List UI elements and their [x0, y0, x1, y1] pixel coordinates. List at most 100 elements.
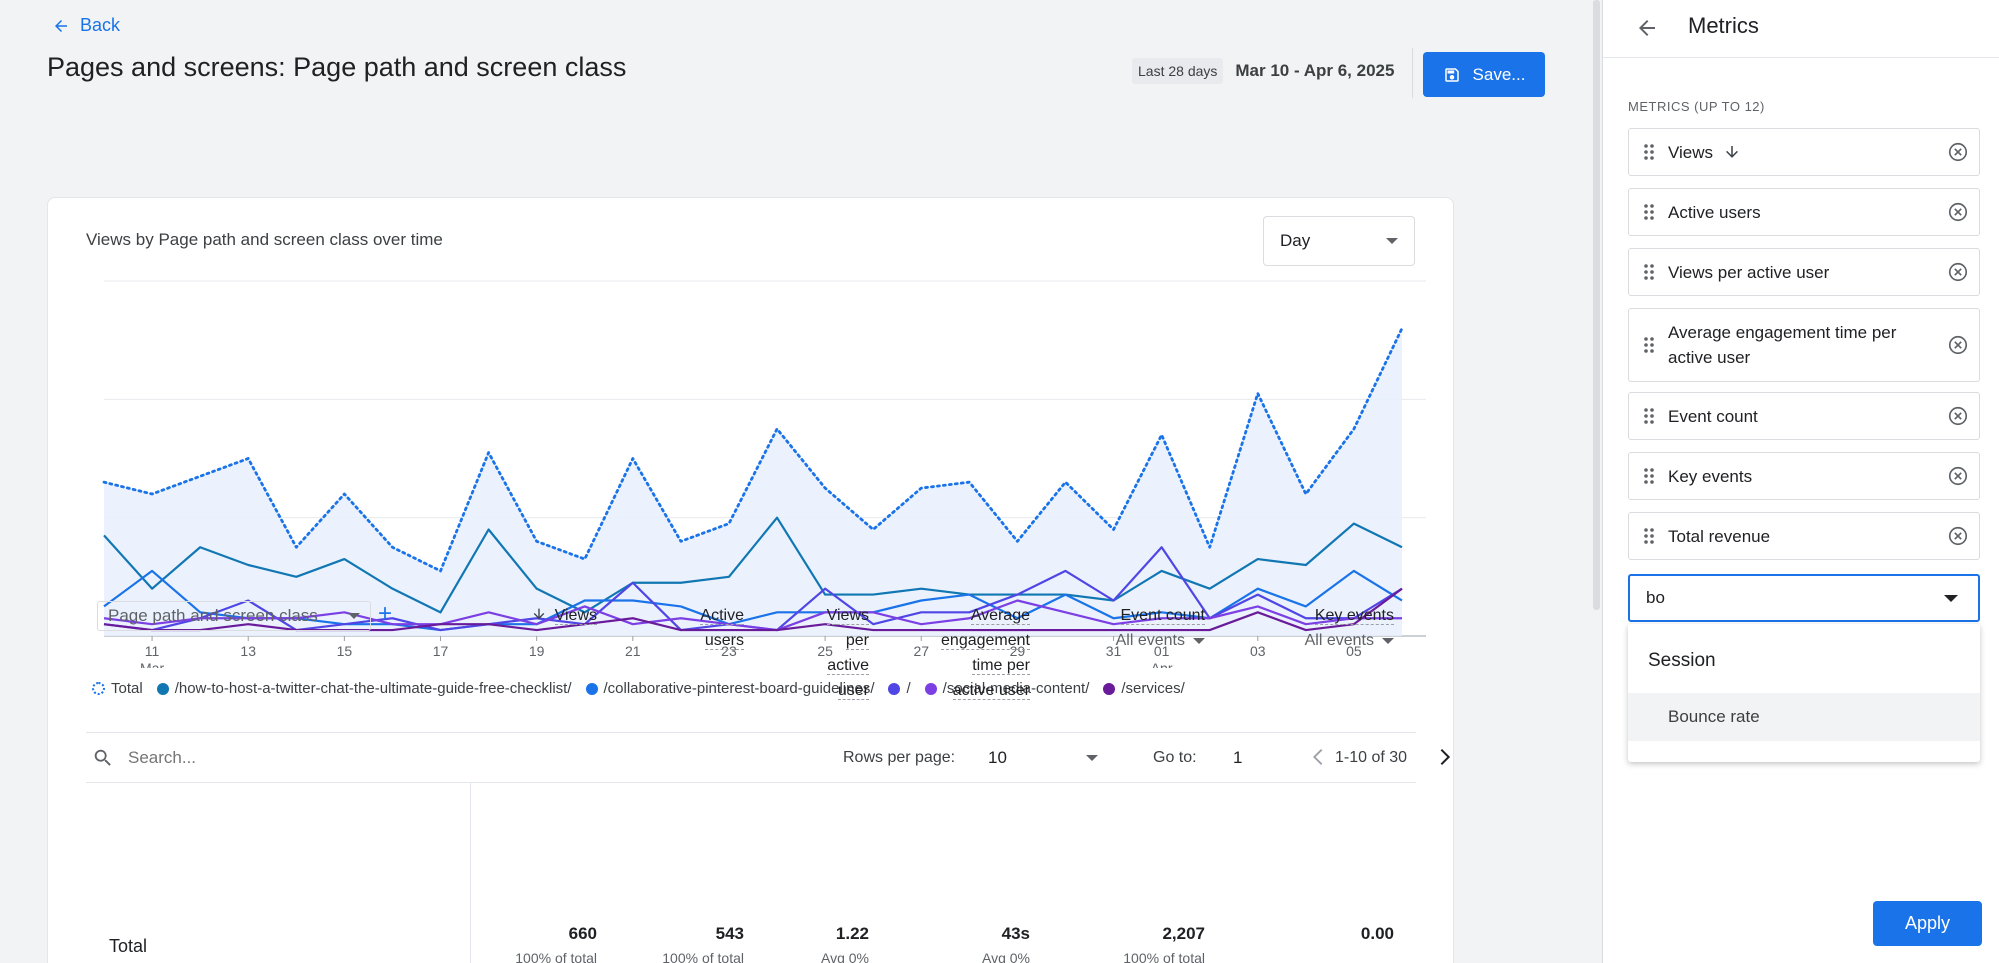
x-tick-label: 29 — [1010, 643, 1026, 659]
legend-item[interactable]: /collaborative-pinterest-board-guideline… — [585, 680, 874, 697]
remove-circle-icon[interactable] — [1947, 525, 1969, 547]
column-header-label: user — [837, 682, 869, 700]
total-row-label: Total — [109, 936, 148, 956]
series-area-total — [104, 328, 1402, 636]
page-title: Pages and screens: Page path and screen … — [47, 52, 627, 82]
column-header-event_count[interactable]: Event count All events — [1116, 603, 1205, 653]
metric-chip[interactable]: Event count — [1628, 392, 1980, 440]
drag-handle-icon[interactable] — [1643, 263, 1655, 281]
next-page-icon[interactable] — [1434, 746, 1456, 768]
remove-circle-icon[interactable] — [1947, 405, 1969, 427]
column-header-label: per — [845, 632, 869, 650]
series-line-4[interactable] — [103, 599, 1402, 632]
column-header-views_per_user[interactable]: Views per active user — [826, 603, 869, 703]
total-subvalue: 100% of total — [662, 950, 744, 963]
column-header-avg_engagement[interactable]: Average engagement time per active user — [941, 603, 1030, 703]
legend-item[interactable]: Total — [92, 680, 143, 697]
total-subvalue: Avg 0% — [821, 950, 869, 963]
legend-item[interactable]: /social-media-content/ — [924, 680, 1089, 697]
apply-button[interactable]: Apply — [1873, 901, 1982, 946]
dimension-select[interactable]: Page path and screen class — [97, 601, 371, 631]
dimension-value: Page path and screen class — [108, 606, 318, 625]
report-area: Back Pages and screens: Page path and sc… — [47, 0, 1600, 963]
drag-handle-icon[interactable] — [1643, 467, 1655, 485]
legend-swatch — [585, 682, 598, 695]
x-tick-label: 21 — [625, 643, 641, 659]
metric-label: Active users — [1668, 202, 1761, 222]
x-tick-sublabel: Apr — [1151, 660, 1173, 668]
column-header-label: Views — [826, 607, 869, 625]
date-range-picker[interactable]: Last 28 days Mar 10 - Apr 6, 2025 — [1132, 58, 1394, 84]
metric-chip[interactable]: Views per active user — [1628, 248, 1980, 296]
total-value: 0.00 — [1360, 924, 1394, 943]
column-header-key_events[interactable]: Key events All events — [1305, 603, 1394, 653]
series-line-2[interactable] — [103, 569, 1403, 632]
metric-chip[interactable]: Total revenue — [1628, 512, 1980, 560]
chevron-down-icon — [1193, 637, 1205, 644]
legend-item[interactable]: /how-to-host-a-twitter-chat-the-ultimate… — [156, 680, 572, 697]
metric-label: Views per active user — [1668, 262, 1830, 282]
x-tick-sublabel: Mar — [140, 660, 164, 668]
event-filter-select[interactable]: All events — [1116, 628, 1205, 653]
column-header-label: time per — [972, 657, 1030, 675]
column-header-label: Average — [970, 607, 1030, 625]
arrow-left-icon — [55, 19, 67, 32]
arrow-left-icon[interactable] — [1635, 16, 1659, 40]
legend-item[interactable]: / — [888, 680, 911, 697]
total-value: 543 — [715, 924, 744, 943]
chevron-down-icon[interactable] — [1086, 755, 1098, 761]
granularity-select[interactable]: Day — [1263, 216, 1415, 266]
metric-chip[interactable]: Average engagement time per active user — [1628, 308, 1980, 382]
back-link[interactable]: Back — [52, 15, 120, 36]
metric-label: Key events — [1668, 466, 1753, 486]
remove-circle-icon[interactable] — [1947, 465, 1969, 487]
series-line-0[interactable] — [102, 326, 1404, 573]
remove-circle-icon[interactable] — [1947, 141, 1969, 163]
prev-page-icon[interactable] — [1307, 746, 1329, 768]
go-to-input[interactable]: 1 — [1233, 748, 1243, 767]
legend-item[interactable]: /services/ — [1103, 680, 1185, 697]
metric-label: Average engagement time per active user — [1668, 323, 1897, 367]
remove-circle-icon[interactable] — [1947, 334, 1969, 356]
metric-chip[interactable]: Active users — [1628, 188, 1980, 236]
metric-chip[interactable]: Key events — [1628, 452, 1980, 500]
drag-handle-icon[interactable] — [1643, 203, 1655, 221]
chevron-down-icon[interactable] — [1944, 595, 1958, 602]
total-value: 660 — [568, 924, 597, 943]
divider — [86, 782, 1416, 783]
metric-search-combobox[interactable] — [1628, 574, 1980, 622]
column-header-active_users[interactable]: Active users — [700, 603, 744, 653]
total-subvalue: 100% of total — [515, 950, 597, 963]
drag-handle-icon[interactable] — [1643, 527, 1655, 545]
series-line-1[interactable] — [103, 516, 1403, 614]
remove-circle-icon[interactable] — [1947, 201, 1969, 223]
event-filter-select[interactable]: All events — [1305, 628, 1394, 653]
column-header-views[interactable]: Views — [531, 603, 597, 628]
metric-chip[interactable]: Views — [1628, 128, 1980, 176]
table-search-input[interactable] — [128, 748, 728, 768]
remove-circle-icon[interactable] — [1947, 261, 1969, 283]
drag-handle-icon[interactable] — [1643, 336, 1655, 354]
dropdown-group-label: Session — [1648, 650, 1716, 671]
date-chip: Last 28 days — [1132, 58, 1224, 84]
search-icon — [94, 749, 111, 766]
x-tick-label: 11 — [145, 643, 160, 659]
divider — [86, 732, 1416, 733]
legend-swatch — [1103, 682, 1116, 695]
add-dimension-button[interactable]: + — [378, 600, 393, 627]
drag-handle-icon[interactable] — [1643, 407, 1655, 425]
chevron-down-icon — [1386, 238, 1398, 244]
x-tick-label: 01 — [1154, 643, 1170, 659]
save-button[interactable]: Save... — [1423, 52, 1545, 97]
drag-handle-icon[interactable] — [1643, 143, 1655, 161]
total-value: 1.22 — [835, 924, 869, 943]
sort-down-icon[interactable] — [1723, 143, 1741, 161]
scrollbar[interactable] — [1593, 0, 1600, 610]
column-header-label: active — [827, 657, 869, 675]
rows-per-page-select[interactable]: 10 — [988, 748, 1007, 767]
total-subvalue: 100% of total — [1123, 950, 1205, 963]
report-card: Views by Page path and screen class over… — [47, 197, 1454, 963]
x-tick-label: 17 — [433, 643, 449, 659]
metric-search-input[interactable] — [1646, 588, 1926, 608]
dropdown-option-bounce-rate[interactable]: Bounce rate — [1628, 693, 1980, 741]
